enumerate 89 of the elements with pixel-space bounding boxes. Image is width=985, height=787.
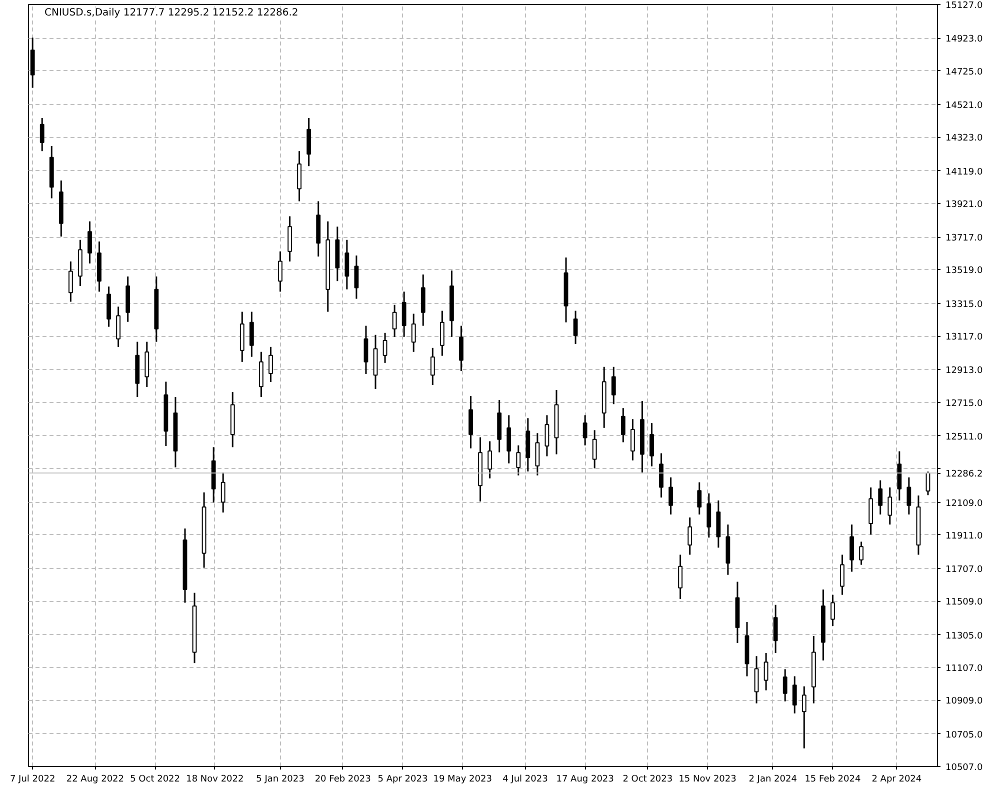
x-tick-label: 2 Oct 2023 bbox=[622, 774, 673, 784]
candlestick bbox=[611, 366, 616, 405]
x-tick-label: 19 May 2023 bbox=[433, 774, 492, 784]
candlestick bbox=[764, 652, 768, 692]
candlestick bbox=[773, 604, 778, 654]
candlestick bbox=[278, 250, 282, 292]
y-tick-label: 11911.0 bbox=[946, 531, 983, 542]
x-tick-label: 17 Aug 2023 bbox=[556, 774, 614, 784]
candlestick bbox=[411, 313, 416, 353]
y-tick-label: 12511.0 bbox=[946, 432, 983, 442]
candlestick bbox=[88, 220, 92, 264]
y-tick-label: 10507.0 bbox=[946, 763, 983, 773]
y-tick-label: 15127.0 bbox=[946, 1, 983, 11]
candlestick bbox=[678, 554, 683, 600]
candlestick bbox=[802, 686, 806, 750]
x-tick-label: 15 Feb 2024 bbox=[804, 774, 861, 784]
candlestick bbox=[68, 260, 73, 302]
candlestick bbox=[697, 482, 702, 516]
y-tick-label: 11107.0 bbox=[946, 664, 983, 674]
candlestick bbox=[440, 310, 444, 357]
x-tick-label: 5 Oct 2022 bbox=[130, 774, 180, 784]
y-tick-label: 10705.0 bbox=[946, 730, 983, 740]
x-tick-label: 5 Jan 2023 bbox=[256, 774, 304, 784]
candlestick bbox=[573, 310, 578, 345]
x-tick-label: 2 Jan 2024 bbox=[748, 774, 798, 784]
candlestick bbox=[364, 325, 368, 375]
candlestick bbox=[592, 429, 597, 470]
candlestick bbox=[40, 117, 44, 152]
y-tick-label: 14521.0 bbox=[946, 100, 983, 111]
y-tick-label: 14323.0 bbox=[946, 134, 983, 144]
candlestick bbox=[754, 655, 759, 704]
candlestick bbox=[706, 492, 712, 538]
x-tick-label: 20 Feb 2023 bbox=[314, 774, 371, 784]
x-tick-label: 5 Apr 2023 bbox=[378, 774, 428, 784]
candlestick bbox=[382, 332, 388, 364]
candlestick bbox=[249, 311, 254, 358]
x-tick-label: 22 Aug 2022 bbox=[66, 774, 124, 784]
candlestick bbox=[859, 540, 864, 566]
ref-line-label: 12286.2 bbox=[946, 470, 983, 480]
candlestick bbox=[650, 422, 654, 468]
y-tick-label: 13921.0 bbox=[946, 200, 983, 210]
candlestick bbox=[620, 407, 626, 443]
candlestick bbox=[668, 476, 673, 516]
candlestick bbox=[354, 254, 359, 300]
candlestick bbox=[688, 516, 692, 556]
candlestick bbox=[116, 306, 121, 348]
candlestick bbox=[344, 239, 350, 290]
y-tick-label: 13117.0 bbox=[946, 332, 983, 343]
candlestick bbox=[430, 347, 435, 386]
candlestick bbox=[840, 554, 844, 596]
candlestick bbox=[830, 594, 835, 627]
y-tick-label: 13315.0 bbox=[946, 300, 983, 310]
x-tick-label: 18 Nov 2022 bbox=[186, 774, 244, 784]
y-tick-label: 11707.0 bbox=[946, 565, 983, 576]
candlestick bbox=[659, 452, 664, 498]
y-tick-label: 12913.0 bbox=[946, 366, 983, 376]
x-tick-label: 2 Apr 2024 bbox=[872, 774, 922, 784]
candlestick bbox=[850, 524, 854, 572]
y-tick-label: 12715.0 bbox=[946, 398, 983, 409]
y-tick-label: 14923.0 bbox=[946, 34, 983, 45]
x-tick-label: 15 Nov 2023 bbox=[678, 774, 736, 784]
candlestick bbox=[630, 418, 635, 462]
x-tick-label: 7 Jul 2022 bbox=[10, 774, 56, 784]
y-tick-label: 14119.0 bbox=[946, 167, 983, 178]
y-tick-label: 12109.0 bbox=[946, 498, 983, 509]
y-tick-label: 13717.0 bbox=[946, 234, 983, 244]
candlestick bbox=[220, 472, 226, 514]
y-tick-label: 11509.0 bbox=[946, 598, 983, 608]
candlestick bbox=[488, 440, 492, 480]
y-tick-label: 14725.0 bbox=[946, 67, 983, 78]
candlestick bbox=[782, 668, 788, 702]
candlestick bbox=[544, 414, 550, 458]
candlestick bbox=[582, 414, 588, 446]
candlestick bbox=[516, 444, 521, 476]
candlestick bbox=[392, 304, 397, 338]
candlestick bbox=[792, 676, 797, 714]
candlestick bbox=[459, 325, 464, 372]
x-tick-label: 4 Jul 2023 bbox=[502, 774, 548, 784]
candlestick bbox=[888, 486, 892, 526]
candlestick bbox=[402, 290, 406, 338]
y-tick-label: 11305.0 bbox=[946, 631, 983, 642]
chart-title: CNIUSD.s,Daily 12177.7 12295.2 12152.2 12286.2 bbox=[44, 8, 298, 18]
y-tick-label: 13519.0 bbox=[946, 266, 983, 276]
candlestick bbox=[268, 346, 273, 383]
y-tick-label: 10909.0 bbox=[946, 696, 983, 707]
candlestick bbox=[506, 414, 512, 464]
candlestick bbox=[878, 480, 883, 516]
candlestick bbox=[906, 476, 912, 516]
candlestick bbox=[535, 432, 540, 476]
